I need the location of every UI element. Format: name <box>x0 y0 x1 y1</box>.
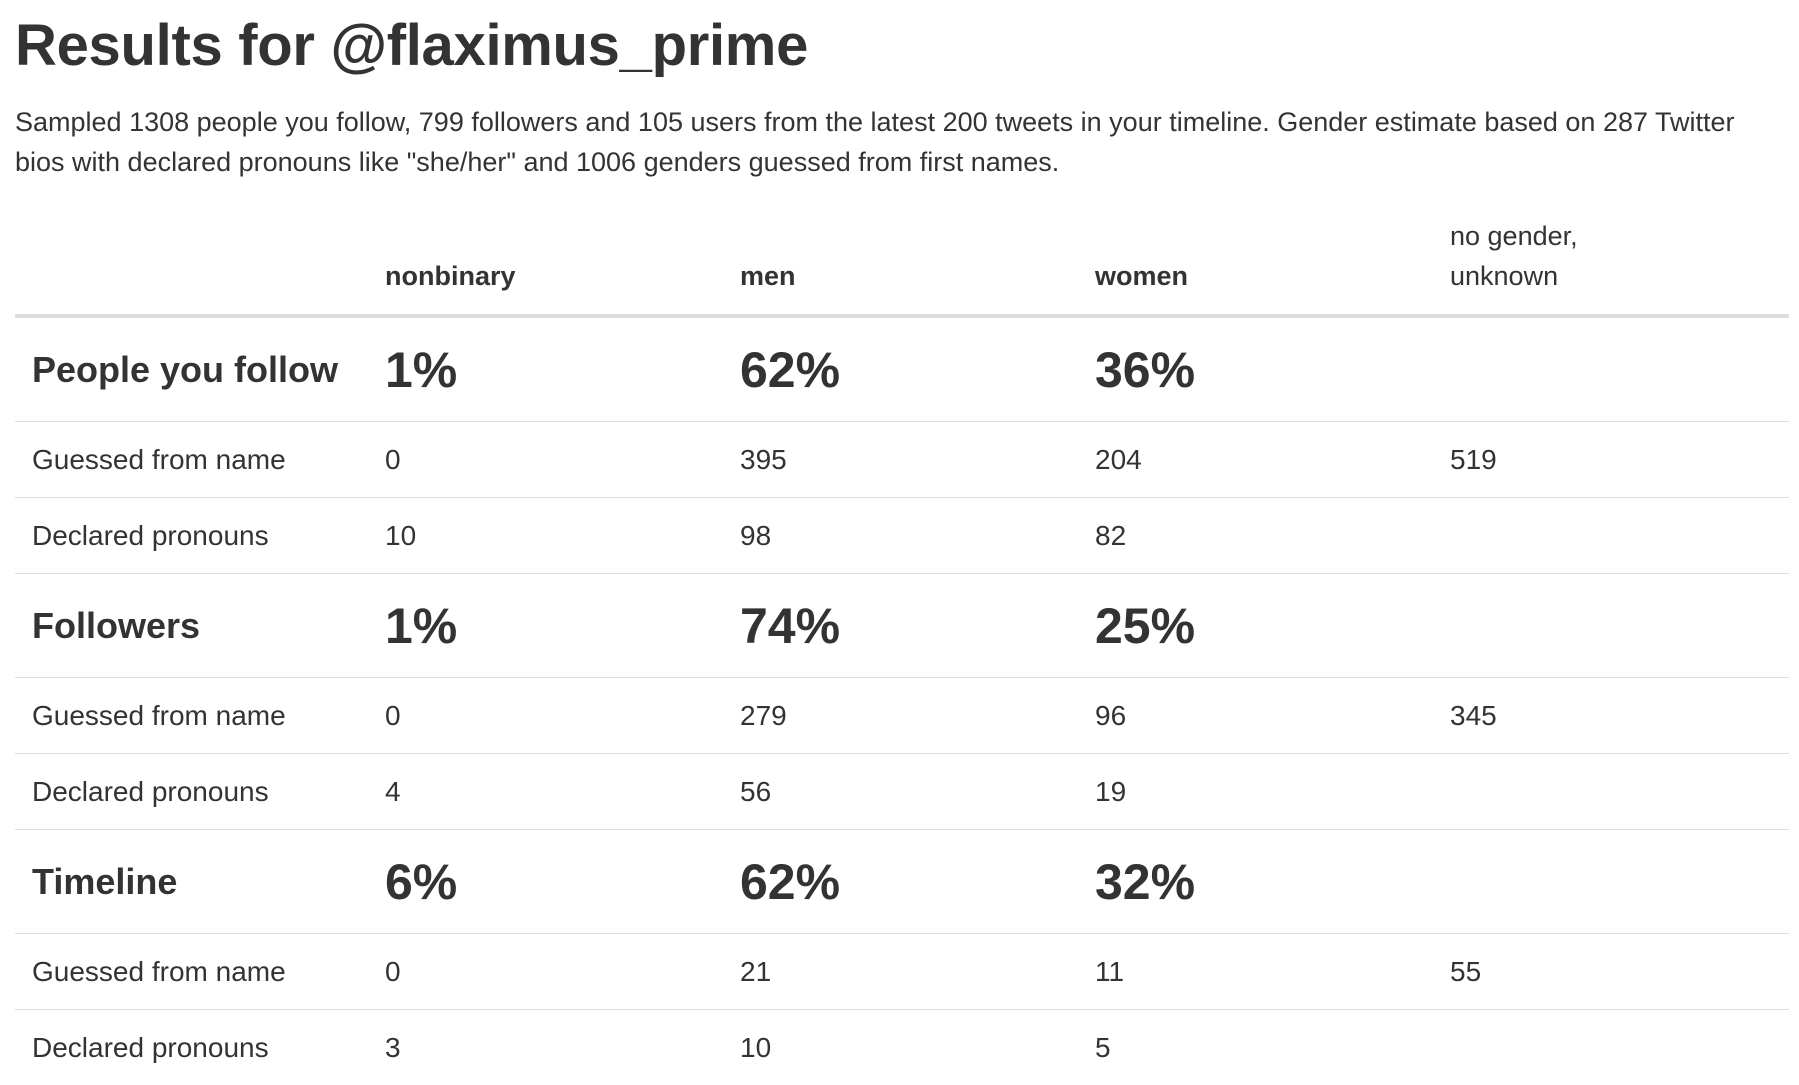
declared-row: Declared pronouns 4 56 19 <box>15 753 1789 830</box>
men-percent: 74% <box>740 573 1095 678</box>
guessed-row: Guessed from name 0 21 11 55 <box>15 933 1789 1010</box>
table-body: People you follow 1% 62% 36% Guessed fro… <box>15 316 1789 1085</box>
row-label: Declared pronouns <box>15 497 385 574</box>
unknown-percent <box>1450 573 1789 678</box>
women-percent: 25% <box>1095 573 1450 678</box>
men-count: 395 <box>740 421 1095 498</box>
section-title: Followers <box>15 573 385 678</box>
unknown-count: 55 <box>1450 933 1789 1010</box>
unknown-count: 519 <box>1450 421 1789 498</box>
row-label: Guessed from name <box>15 677 385 754</box>
declared-row: Declared pronouns 10 98 82 <box>15 497 1789 574</box>
unknown-percent <box>1450 316 1789 422</box>
summary-text: Sampled 1308 people you follow, 799 foll… <box>15 107 1735 177</box>
unknown-percent <box>1450 829 1789 934</box>
women-percent: 32% <box>1095 829 1450 934</box>
nonbinary-percent: 1% <box>385 341 458 398</box>
results-table: nonbinary men women no gender, unknown P… <box>15 216 1789 1085</box>
women-count: 11 <box>1095 933 1450 1010</box>
guessed-row: Guessed from name 0 395 204 519 <box>15 421 1789 498</box>
header-label <box>15 216 385 318</box>
nonbinary-count: 10 <box>385 497 740 574</box>
declared-row: Declared pronouns 3 10 5 <box>15 1009 1789 1085</box>
men-count: 98 <box>740 497 1095 574</box>
header-unknown: no gender, unknown <box>1450 216 1789 318</box>
row-label: Guessed from name <box>15 933 385 1010</box>
section-title: People you follow <box>32 348 339 390</box>
women-count: 96 <box>1095 677 1450 754</box>
nonbinary-count: 4 <box>385 753 740 830</box>
table-header: nonbinary men women no gender, unknown <box>15 216 1789 318</box>
section-row-followers: Followers 1% 74% 25% <box>15 573 1789 678</box>
unknown-count <box>1450 497 1789 574</box>
men-count: 10 <box>740 1009 1095 1085</box>
row-label: Declared pronouns <box>15 753 385 830</box>
header-nonbinary: nonbinary <box>385 216 740 318</box>
page-title: Results for @flaximus_prime <box>15 13 809 78</box>
men-percent: 62% <box>740 341 841 398</box>
nonbinary-count: 0 <box>385 677 740 754</box>
row-label: Guessed from name <box>15 421 385 498</box>
section-row-timeline: Timeline 6% 62% 32% <box>15 829 1789 934</box>
unknown-count <box>1450 1009 1789 1085</box>
guessed-row: Guessed from name 0 279 96 345 <box>15 677 1789 754</box>
men-count: 56 <box>740 753 1095 830</box>
men-count: 279 <box>740 677 1095 754</box>
header-women: women <box>1095 216 1450 318</box>
nonbinary-count: 3 <box>385 1009 740 1085</box>
nonbinary-count: 0 <box>385 421 740 498</box>
row-label: Declared pronouns <box>15 1009 385 1085</box>
header-men: men <box>740 216 1095 318</box>
men-count: 21 <box>740 933 1095 1010</box>
women-count: 19 <box>1095 753 1450 830</box>
header-row: nonbinary men women no gender, unknown <box>15 216 1789 318</box>
unknown-count: 345 <box>1450 677 1789 754</box>
women-count: 204 <box>1095 421 1450 498</box>
unknown-count <box>1450 753 1789 830</box>
men-percent: 62% <box>740 829 1095 934</box>
header-unknown-label: no gender, unknown <box>1450 221 1578 291</box>
nonbinary-count: 0 <box>385 933 740 1010</box>
women-count: 82 <box>1095 497 1450 574</box>
nonbinary-percent: 6% <box>385 829 740 934</box>
nonbinary-percent: 1% <box>385 573 740 678</box>
women-percent: 36% <box>1095 341 1196 398</box>
section-title: Timeline <box>15 829 385 934</box>
section-row-people-you-follow: People you follow 1% 62% 36% <box>15 316 1789 422</box>
women-count: 5 <box>1095 1009 1450 1085</box>
